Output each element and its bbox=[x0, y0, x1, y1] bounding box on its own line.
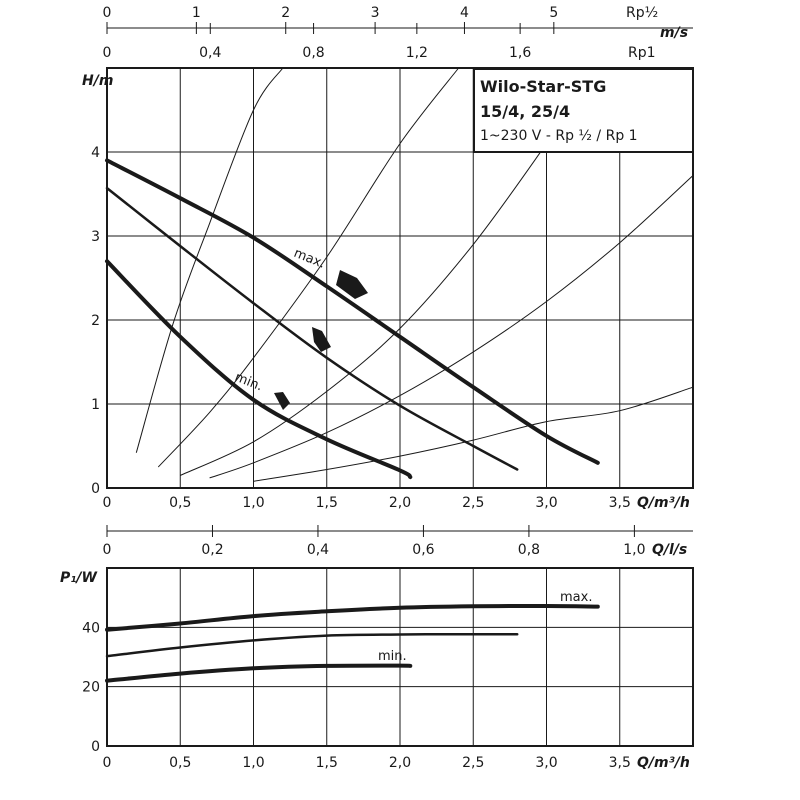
rp-half-label: Rp½ bbox=[626, 5, 658, 21]
head-series-line bbox=[105, 158, 600, 465]
power-x-tick-label: 2,0 bbox=[389, 755, 411, 771]
head-y-tick-label: 0 bbox=[91, 481, 100, 497]
head-chart: max.min. 0 0,5 1,0 1,5 2,0 2,5 3,0 3,501234H/mQ… bbox=[82, 67, 694, 511]
litre-tick-label: 0,4 bbox=[307, 542, 329, 558]
chart-subtitle: 15/4, 25/4 bbox=[480, 102, 570, 121]
power-series-labels: max. min. bbox=[378, 590, 592, 664]
head-x-tick-label: 2,0 bbox=[389, 495, 411, 511]
title-box: Wilo-Star-STG 15/4, 25/4 1~230 V - Rp ½ … bbox=[473, 68, 694, 153]
power-x-tick-label: 1,5 bbox=[316, 755, 338, 771]
power-y-tick-label: 20 bbox=[82, 680, 100, 696]
title-box-frame bbox=[473, 68, 694, 153]
power-series-line bbox=[105, 603, 600, 632]
head-chart-ticks: 0 0,5 1,0 1,5 2,0 2,5 3,0 3,5 0 1 2 3 4 H/m Q/m³/h bbox=[82, 73, 690, 511]
rp1-tick-label: 0,8 bbox=[302, 45, 324, 61]
rp1-tick-label: 1,2 bbox=[406, 45, 428, 61]
head-series-line bbox=[105, 186, 519, 471]
head-y-tick-label: 1 bbox=[91, 397, 100, 413]
head-x-tick-label: 2,5 bbox=[462, 495, 484, 511]
system-curve bbox=[253, 386, 694, 482]
power-chart-frame bbox=[106, 567, 694, 747]
power-x-tick-label: 1,0 bbox=[242, 755, 264, 771]
power-x-tick-label: 0 bbox=[103, 755, 112, 771]
litre-axis-label: Q/l/s bbox=[652, 542, 687, 558]
power-max-label: max. bbox=[560, 590, 592, 605]
power-x-tick-label: 2,5 bbox=[462, 755, 484, 771]
head-x-tick-label: 3,5 bbox=[609, 495, 631, 511]
head-x-axis-label: Q/m³/h bbox=[637, 495, 690, 511]
power-x-axis-label: Q/m³/h bbox=[637, 755, 690, 771]
system-curve bbox=[135, 67, 284, 453]
system-curve bbox=[157, 67, 459, 468]
top-flow-velocity-axes: 0 1 2 3 4 5 Rp½m/s 0 0,4 0,8 1,2 1,6 Rp1 bbox=[103, 5, 693, 61]
power-min-label: min. bbox=[378, 649, 407, 664]
power-x-tick-label: 3,0 bbox=[535, 755, 557, 771]
rp-half-tick-label: 0 bbox=[103, 5, 112, 21]
power-series bbox=[105, 603, 600, 683]
head-x-tick-label: 3,0 bbox=[535, 495, 557, 511]
head-chart-frame bbox=[106, 67, 694, 489]
power-x-tick-label: 0,5 bbox=[169, 755, 191, 771]
head-y-tick-label: 3 bbox=[91, 229, 100, 245]
power-series-line bbox=[105, 632, 519, 658]
head-x-tick-label: 0,5 bbox=[169, 495, 191, 511]
min-series-label: min. bbox=[233, 370, 265, 395]
rp-half-tick-label: 4 bbox=[460, 5, 469, 21]
system-curve bbox=[209, 175, 694, 479]
rp-half-tick-label: 2 bbox=[281, 5, 290, 21]
head-x-tick-label: 0 bbox=[103, 495, 112, 511]
power-chart-grid bbox=[107, 568, 693, 746]
rp1-label: Rp1 bbox=[628, 45, 656, 61]
head-series-line bbox=[105, 259, 413, 480]
litre-tick-label: 0,2 bbox=[201, 542, 223, 558]
head-series bbox=[105, 158, 600, 480]
head-y-axis-label: H/m bbox=[82, 73, 113, 89]
litre-tick-label: 1,0 bbox=[623, 542, 645, 558]
power-y-tick-label: 0 bbox=[91, 739, 100, 755]
litre-tick-label: 0,8 bbox=[518, 542, 540, 558]
speed-marker-min bbox=[274, 392, 290, 410]
power-chart-ticks: 0 0,5 1,0 1,5 2,0 2,5 3,0 3,5 0 20 40 P₁/W Q/m³/h bbox=[60, 570, 690, 771]
power-series-line bbox=[105, 663, 413, 683]
head-y-tick-label: 4 bbox=[91, 145, 100, 161]
power-y-axis-label: P₁/W bbox=[60, 570, 98, 586]
litre-tick-label: 0 bbox=[103, 542, 112, 558]
rp1-tick-label: 1,6 bbox=[509, 45, 531, 61]
power-y-tick-label: 40 bbox=[82, 620, 100, 636]
chart-note: 1~230 V - Rp ½ / Rp 1 bbox=[480, 128, 638, 144]
rp-half-tick-label: 3 bbox=[371, 5, 380, 21]
power-x-tick-label: 3,5 bbox=[609, 755, 631, 771]
speed-marker-max bbox=[336, 270, 368, 299]
rp1-tick-label: 0 bbox=[103, 45, 112, 61]
speed-marker-mid bbox=[312, 327, 331, 352]
head-x-tick-label: 1,0 bbox=[242, 495, 264, 511]
head-x-tick-label: 1,5 bbox=[316, 495, 338, 511]
rp1-tick-label: 0,4 bbox=[199, 45, 221, 61]
power-chart: max. min. 0 0,5 1,0 1,5 2,0 2,5 3,0 3,5 0 20 40 P₁/W… bbox=[60, 567, 694, 771]
bottom-flow-litre-axis: 0 0,2 0,4 0,6 0,8 1,0 Q/l/s bbox=[103, 525, 693, 558]
chart-title: Wilo-Star-STG bbox=[480, 77, 606, 96]
head-y-tick-label: 2 bbox=[91, 313, 100, 329]
rp-half-tick-label: 5 bbox=[549, 5, 558, 21]
velocity-axis-label: m/s bbox=[660, 25, 688, 41]
rp-half-tick-label: 1 bbox=[192, 5, 201, 21]
litre-tick-label: 0,6 bbox=[412, 542, 434, 558]
